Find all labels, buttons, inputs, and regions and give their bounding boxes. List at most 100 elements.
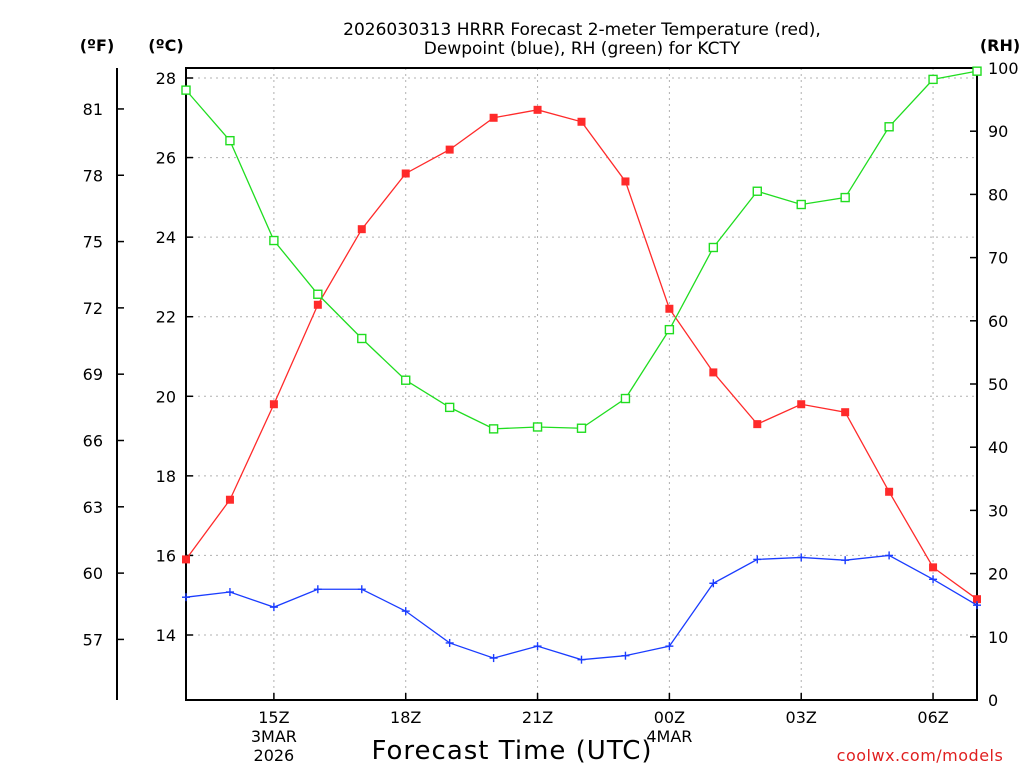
fahrenheit-tick-label: 63 xyxy=(83,498,103,517)
rh-tick-label: 70 xyxy=(988,249,1008,268)
rh-point xyxy=(225,135,235,146)
dewpoint-point xyxy=(401,607,410,616)
rh-tick-label: 80 xyxy=(988,185,1008,204)
rh-point xyxy=(444,402,455,413)
rh-tick-label: 100 xyxy=(988,59,1019,78)
2-meter-temperature-point xyxy=(269,400,278,409)
dewpoint-point xyxy=(577,655,586,664)
rh-point xyxy=(357,333,367,344)
rh-tick-label: 90 xyxy=(988,122,1008,141)
dewpoint-point xyxy=(269,603,278,612)
fahrenheit-tick-label: 69 xyxy=(83,365,103,384)
2-meter-temperature-point xyxy=(621,177,630,186)
2-meter-temperature-point xyxy=(445,145,454,154)
axes: 57 60 63 66 69 72 75 78 81 14 16 18 20 22 24 26 28 0 10 20 3… xyxy=(83,59,1019,765)
dewpoint-point xyxy=(709,579,718,588)
rh-point xyxy=(181,85,191,95)
rh-tick-label: 30 xyxy=(988,501,1008,520)
celsius-tick-label: 28 xyxy=(156,69,176,88)
rh-tick-label: 50 xyxy=(988,375,1008,394)
chart-title-line2: Dewpoint (blue), RH (green) for KCTY xyxy=(424,39,741,59)
celsius-unit-label: (ºC) xyxy=(148,36,183,55)
x-tick-label: 00Z xyxy=(654,708,685,727)
2-meter-temperature-point xyxy=(533,105,542,114)
2-meter-temperature-point xyxy=(182,555,190,564)
dewpoint-point xyxy=(621,651,630,660)
celsius-tick-label: 20 xyxy=(156,387,176,406)
2-meter-temperature-line xyxy=(185,109,978,600)
x-tick-label: 06Z xyxy=(917,708,948,727)
grid-lines xyxy=(186,68,977,700)
x-tick-year-label: 2026 xyxy=(254,746,295,765)
x-axis-label: Forecast Time (UTC) xyxy=(371,736,652,766)
x-tick-date-label: 3MAR xyxy=(251,727,297,746)
dewpoint-point xyxy=(225,588,234,597)
celsius-tick-label: 18 xyxy=(156,467,176,486)
rh-point xyxy=(401,375,411,385)
dewpoint-point xyxy=(313,585,322,594)
rh-point xyxy=(928,74,938,85)
rh-tick-label: 60 xyxy=(988,312,1008,331)
2-meter-temperature-point xyxy=(929,563,938,572)
dewpoint-point xyxy=(929,575,938,584)
dewpoint-point xyxy=(665,642,674,651)
celsius-tick-label: 16 xyxy=(156,546,176,565)
2-meter-temperature-point xyxy=(753,420,762,429)
fahrenheit-tick-label: 81 xyxy=(83,100,103,119)
2-meter-temperature-point xyxy=(841,408,850,417)
celsius-tick-label: 22 xyxy=(156,308,176,327)
dewpoint-point xyxy=(753,555,762,564)
rh-point xyxy=(313,289,323,299)
fahrenheit-tick-label: 78 xyxy=(83,166,103,185)
x-tick-label: 18Z xyxy=(390,708,421,727)
fahrenheit-unit-label: (ºF) xyxy=(80,36,115,55)
dewpoint-point xyxy=(182,593,190,602)
fahrenheit-tick-label: 72 xyxy=(83,299,103,318)
celsius-tick-label: 24 xyxy=(156,228,176,247)
rh-point xyxy=(620,393,631,404)
rh-unit-label: (RH) xyxy=(980,36,1020,55)
rh-tick-label: 10 xyxy=(988,628,1008,647)
fahrenheit-tick-label: 57 xyxy=(83,630,103,649)
x-tick-label: 03Z xyxy=(786,708,817,727)
2-meter-temperature-point xyxy=(313,300,322,309)
2-meter-temperature-point xyxy=(885,487,894,496)
fahrenheit-tick-label: 60 xyxy=(83,564,103,583)
dewpoint-point xyxy=(357,585,366,594)
x-tick-label: 21Z xyxy=(522,708,553,727)
rh-point xyxy=(972,66,982,76)
rh-tick-label: 0 xyxy=(988,691,998,710)
2-meter-temperature-point xyxy=(577,117,586,126)
dewpoint-point xyxy=(973,601,981,610)
rh-point xyxy=(752,186,762,196)
dewpoint-point xyxy=(885,551,894,560)
dewpoint-point xyxy=(489,654,498,663)
x-tick-label: 15Z xyxy=(258,708,289,727)
credit-text: coolwx.com/models xyxy=(837,746,1004,765)
2-meter-temperature-point xyxy=(357,225,366,234)
2-meter-temperature-point xyxy=(489,113,498,122)
dewpoint-point xyxy=(797,553,806,562)
2-meter-temperature-point xyxy=(665,304,674,313)
rh-point xyxy=(664,324,675,335)
dewpoint-line xyxy=(185,554,978,661)
celsius-tick-label: 26 xyxy=(156,149,176,168)
2-meter-temperature-point xyxy=(973,595,981,604)
x-tick-date-label: 4MAR xyxy=(646,727,692,746)
rh-point xyxy=(532,422,543,432)
dewpoint-point xyxy=(533,642,542,651)
dewpoint-point xyxy=(841,556,850,565)
series-layer xyxy=(181,66,982,664)
fahrenheit-tick-label: 66 xyxy=(83,431,103,450)
2-meter-temperature-point xyxy=(225,495,234,504)
rh-point xyxy=(488,424,499,434)
rh-point xyxy=(796,199,806,210)
rh-point xyxy=(269,235,279,246)
rh-point xyxy=(840,192,850,203)
2-meter-temperature-point xyxy=(797,400,806,409)
rh-point xyxy=(576,423,587,433)
fahrenheit-tick-label: 75 xyxy=(83,233,103,252)
rh-tick-label: 40 xyxy=(988,438,1008,457)
chart-title-line1: 2026030313 HRRR Forecast 2-meter Tempera… xyxy=(343,20,821,40)
